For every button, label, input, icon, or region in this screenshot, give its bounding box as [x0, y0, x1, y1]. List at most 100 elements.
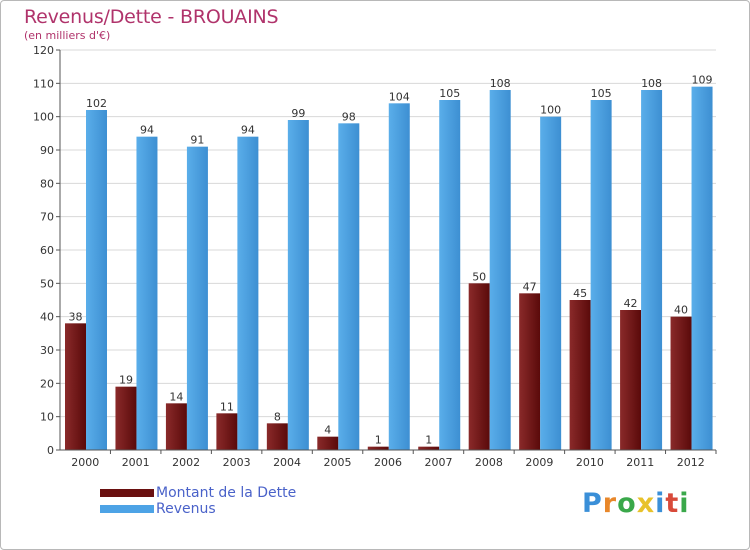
bar-debt [266, 423, 288, 450]
data-label-debt: 50 [472, 270, 486, 283]
bar-debt [468, 283, 490, 450]
data-label-debt: 1 [375, 434, 382, 447]
y-tick-label: 0 [47, 444, 54, 457]
data-label-debt: 38 [69, 310, 83, 323]
bar-revenus [237, 136, 259, 450]
y-tick-label: 30 [40, 344, 54, 357]
data-label-revenus: 108 [641, 77, 662, 90]
data-label-revenus: 94 [140, 124, 154, 137]
data-label-debt: 19 [119, 374, 133, 387]
legend: Montant de la Dette Revenus [100, 485, 296, 517]
data-label-debt: 4 [324, 424, 331, 437]
bar-debt [317, 436, 339, 450]
data-label-debt: 42 [624, 297, 638, 310]
bar-revenus [86, 110, 107, 450]
bar-revenus [136, 136, 158, 450]
bar-revenus [439, 100, 461, 450]
y-tick-label: 70 [40, 211, 54, 224]
bar-revenus [489, 90, 511, 450]
legend-item-revenus: Revenus [100, 501, 296, 517]
bar-debt [569, 300, 591, 450]
bar-debt [165, 403, 187, 450]
data-label-debt: 1 [425, 434, 432, 447]
bar-revenus [641, 90, 663, 450]
y-tick-label: 120 [33, 44, 54, 57]
data-label-revenus: 100 [540, 104, 561, 117]
bar-revenus [287, 120, 309, 450]
x-tick-label: 2002 [172, 456, 200, 469]
y-tick-label: 40 [40, 311, 54, 324]
data-label-revenus: 105 [591, 87, 612, 100]
x-tick-label: 2011 [626, 456, 654, 469]
y-tick-label: 90 [40, 144, 54, 157]
x-tick-label: 2005 [324, 456, 352, 469]
x-tick-label: 2003 [223, 456, 251, 469]
y-tick-label: 80 [40, 177, 54, 190]
grid-lines [60, 49, 716, 451]
axes: 0 10 20 30 40 50 60 70 80 90 100 110 120 2000 2001 2002… [33, 44, 717, 469]
data-label-revenus: 108 [490, 77, 511, 90]
bar-debt [418, 446, 440, 450]
legend-swatch-revenus [100, 505, 154, 513]
data-label-debt: 8 [274, 410, 281, 423]
proxiti-logo: Proxiti [582, 488, 690, 519]
legend-label-debt: Montant de la Dette [156, 485, 297, 501]
data-label-revenus: 91 [190, 134, 204, 147]
logo-letter: x [636, 488, 656, 519]
bar-revenus [691, 86, 713, 451]
x-tick-label: 2012 [677, 456, 705, 469]
data-label-revenus: 102 [86, 97, 107, 110]
data-label-revenus: 109 [692, 74, 713, 87]
data-label-revenus: 94 [241, 124, 255, 137]
logo-letter: P [582, 488, 603, 519]
logo-letter: r [602, 488, 618, 519]
x-tick-label: 2008 [475, 456, 503, 469]
logo-letter: i [655, 488, 666, 519]
y-tick-label: 50 [40, 277, 54, 290]
y-tick-label: 100 [33, 111, 54, 124]
bars: 38 102 19 94 14 91 11 94 8 99 4 98 1 104 1 105 50 108 47 10… [65, 74, 713, 451]
bar-debt [670, 316, 692, 450]
chart-title: Revenus/Dette - BROUAINS [24, 6, 279, 28]
x-tick-label: 2006 [374, 456, 402, 469]
data-label-debt: 45 [573, 287, 587, 300]
bar-debt [620, 310, 642, 450]
x-tick-label: 2007 [424, 456, 452, 469]
logo-letter: i [679, 488, 690, 519]
data-label-debt: 11 [220, 400, 234, 413]
bar-revenus [388, 103, 410, 450]
data-label-revenus: 105 [439, 87, 460, 100]
legend-item-debt: Montant de la Dette [100, 485, 296, 501]
bar-debt [519, 293, 541, 450]
data-label-revenus: 98 [342, 110, 356, 123]
x-tick-label: 2010 [576, 456, 604, 469]
bar-revenus [338, 123, 360, 450]
legend-swatch-debt [100, 489, 154, 497]
x-tick-label: 2009 [525, 456, 553, 469]
y-tick-label: 110 [33, 77, 54, 90]
data-label-debt: 40 [674, 304, 688, 317]
data-label-revenus: 99 [291, 107, 305, 120]
bar-debt [65, 323, 86, 450]
y-tick-label: 60 [40, 244, 54, 257]
bar-revenus [186, 146, 208, 450]
data-label-debt: 47 [523, 280, 537, 293]
bar-revenus [540, 116, 562, 451]
x-tick-label: 2001 [122, 456, 150, 469]
bar-revenus [590, 100, 612, 450]
x-tick-label: 2004 [273, 456, 301, 469]
data-label-debt: 14 [169, 390, 183, 403]
logo-letter: o [617, 488, 637, 519]
legend-label-revenus: Revenus [156, 501, 216, 517]
y-tick-label: 20 [40, 377, 54, 390]
bar-debt [115, 386, 137, 450]
chart-subtitle: (en milliers d'€) [24, 29, 111, 42]
x-tick-label: 2000 [71, 456, 99, 469]
logo-letter: t [665, 488, 680, 519]
y-tick-label: 10 [40, 411, 54, 424]
bar-debt [216, 413, 238, 450]
data-label-revenus: 104 [389, 90, 410, 103]
bar-debt [367, 446, 389, 450]
